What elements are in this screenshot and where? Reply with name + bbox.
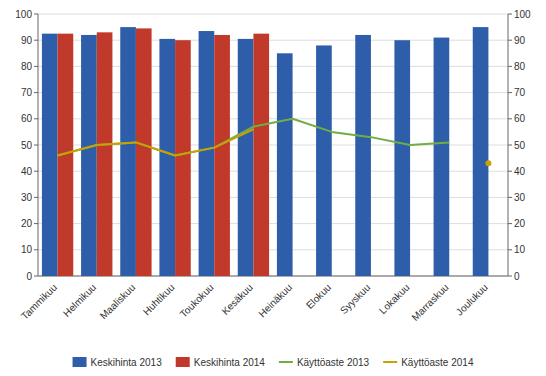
y2-tick xyxy=(508,40,512,41)
y-tick xyxy=(34,249,38,250)
legend-swatch xyxy=(279,361,293,363)
legend: Keskihinta 2013 Keskihinta 2014 Käyttöaste… xyxy=(73,357,474,368)
y2-tick xyxy=(508,171,512,172)
y2-tick-label: 70 xyxy=(514,87,526,98)
x-tick-label: Tammikuu xyxy=(19,282,59,322)
bar xyxy=(199,31,215,276)
y2-tick xyxy=(508,118,512,119)
y2-tick xyxy=(508,92,512,93)
bar xyxy=(253,34,269,276)
x-tick-label: Toukokuu xyxy=(178,282,216,320)
y-tick-label: 50 xyxy=(21,140,33,151)
y2-tick-label: 90 xyxy=(514,35,526,46)
y2-tick xyxy=(508,66,512,67)
line-point xyxy=(485,160,491,166)
legend-item: Keskihinta 2014 xyxy=(176,357,266,368)
chart-svg: 0 10 20 30 40 50 60 70 80 90 100 0 10 20 30 40 50 60 70 80 9… xyxy=(0,0,546,376)
y-tick xyxy=(34,276,38,277)
bar xyxy=(238,39,254,276)
y-tick-label: 80 xyxy=(21,61,33,72)
x-tick-label: Lokakuu xyxy=(377,282,412,317)
bar xyxy=(120,27,136,276)
y2-tick-label: 60 xyxy=(514,113,526,124)
y-tick xyxy=(34,145,38,146)
bar-series xyxy=(42,27,489,276)
x-tick-label: Huhtikuu xyxy=(141,282,177,318)
x-tick-label: Elokuu xyxy=(304,282,333,311)
bar xyxy=(214,35,230,276)
y-tick xyxy=(34,118,38,119)
bar xyxy=(473,27,489,276)
marks xyxy=(42,27,492,276)
y2-tick-label: 30 xyxy=(514,192,526,203)
y-tick-label: 100 xyxy=(15,9,32,20)
bar xyxy=(136,28,152,276)
y-tick-label: 60 xyxy=(21,113,33,124)
y-tick xyxy=(34,171,38,172)
chart-container: 0 10 20 30 40 50 60 70 80 90 100 0 10 20 30 40 50 60 70 80 9… xyxy=(0,0,546,376)
y-tick-label: 10 xyxy=(21,244,33,255)
y2-tick xyxy=(508,276,512,277)
x-tick-label: Heinäkuu xyxy=(256,282,294,320)
y2-tick-label: 40 xyxy=(514,166,526,177)
bar xyxy=(355,35,371,276)
y-tick xyxy=(34,223,38,224)
legend-item: Keskihinta 2013 xyxy=(73,357,163,368)
line-series xyxy=(58,119,450,156)
y-tick xyxy=(34,66,38,67)
y2-tick xyxy=(508,14,512,15)
legend-label: Käyttöaste 2013 xyxy=(297,357,370,368)
y2-tick-label: 80 xyxy=(514,61,526,72)
y-tick-label: 40 xyxy=(21,166,33,177)
y-tick-label: 20 xyxy=(21,218,33,229)
bar xyxy=(394,40,410,276)
y-tick-label: 0 xyxy=(26,271,32,282)
x-tick-label: Helmikuu xyxy=(61,282,98,319)
bar xyxy=(277,53,293,276)
y-tick xyxy=(34,197,38,198)
y2-tick xyxy=(508,197,512,198)
bar xyxy=(434,38,450,276)
x-tick-label: Syyskuu xyxy=(338,282,373,317)
y2-tick xyxy=(508,249,512,250)
y-tick-label: 90 xyxy=(21,35,33,46)
y-tick xyxy=(34,14,38,15)
legend-swatch xyxy=(73,357,87,367)
legend-item: Käyttöaste 2013 xyxy=(279,357,370,368)
bar xyxy=(42,34,58,276)
axes: 0 10 20 30 40 50 60 70 80 90 100 0 10 20 30 40 50 60 70 80 9… xyxy=(15,9,531,323)
line xyxy=(58,119,450,156)
y2-tick-label: 0 xyxy=(514,271,520,282)
legend-item: Käyttöaste 2014 xyxy=(383,357,474,368)
x-tick-label: Joulukuu xyxy=(454,282,490,318)
y2-tick xyxy=(508,223,512,224)
y-tick-label: 30 xyxy=(21,192,33,203)
x-tick-label: Kesäkuu xyxy=(220,282,255,317)
legend-swatch xyxy=(176,357,190,367)
y-tick xyxy=(34,92,38,93)
bar xyxy=(175,40,191,276)
bar-series xyxy=(58,28,270,276)
grid-line xyxy=(38,14,508,15)
y-tick xyxy=(34,40,38,41)
legend-label: Keskihinta 2014 xyxy=(194,357,266,368)
y-tick-label: 70 xyxy=(21,87,33,98)
line-series xyxy=(58,129,492,166)
y2-tick-label: 20 xyxy=(514,218,526,229)
y2-tick-label: 100 xyxy=(514,9,531,20)
line xyxy=(58,129,254,155)
y2-tick-label: 10 xyxy=(514,244,526,255)
bar xyxy=(97,32,113,276)
x-tick-label: Maaliskuu xyxy=(98,282,138,322)
bar xyxy=(316,45,332,276)
bar xyxy=(159,39,175,276)
legend-swatch xyxy=(383,361,397,363)
bar xyxy=(81,35,97,276)
y2-tick xyxy=(508,145,512,146)
x-tick-label: Marraskuu xyxy=(409,282,450,323)
legend-label: Käyttöaste 2014 xyxy=(401,357,474,368)
grid xyxy=(38,14,508,276)
legend-label: Keskihinta 2013 xyxy=(91,357,163,368)
y2-tick-label: 50 xyxy=(514,140,526,151)
